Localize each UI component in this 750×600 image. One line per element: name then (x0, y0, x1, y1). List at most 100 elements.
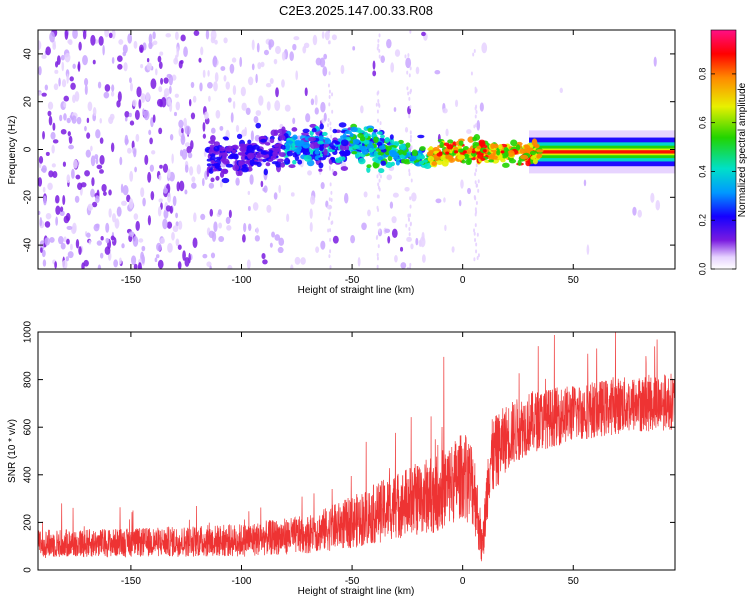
heatmap-cell (473, 228, 476, 233)
heatmap-cell (329, 265, 332, 269)
heatmap-cell (389, 150, 397, 155)
heatmap-cell (229, 153, 238, 158)
heatmap-cell (40, 247, 43, 254)
heatmap-cell (372, 70, 377, 77)
heatmap-cell (114, 218, 120, 229)
heatmap-cell (247, 153, 252, 159)
heatmap-cell (431, 161, 438, 166)
heatmap-cell (193, 30, 200, 36)
heatmap-cell (309, 195, 316, 205)
heatmap-cell (128, 198, 134, 210)
colorbar-tick-label: 0.4 (697, 165, 707, 178)
heatmap-cell (169, 101, 173, 112)
heatmap-cell (331, 109, 334, 114)
heatmap-cell (293, 148, 302, 153)
heatmap-cell (360, 105, 364, 114)
heatmap-cell (140, 187, 145, 198)
heatmap-cell (171, 231, 175, 241)
heatmap-cell (262, 259, 268, 265)
snr-series-line (38, 332, 675, 562)
heatmap-cell (292, 151, 298, 158)
heatmap-cell (327, 117, 330, 122)
heatmap-cell (324, 138, 332, 145)
heatmap-cell (399, 154, 406, 159)
heatmap-cell (109, 113, 115, 121)
heatmap-cell (90, 155, 96, 167)
heatmap-cell (331, 145, 336, 150)
heatmap-cell (520, 154, 529, 160)
heatmap-cell (121, 200, 127, 206)
heatmap-cell (266, 204, 272, 213)
heatmap-cell (55, 205, 61, 215)
heatmap-cell (178, 119, 184, 129)
heatmap-cell (242, 234, 246, 243)
heatmap-cell (111, 30, 116, 40)
heatmap-cell (212, 167, 217, 172)
colorbar-tick-label: 0.6 (697, 116, 707, 129)
heatmap-cell (481, 42, 488, 54)
heatmap-cell (97, 81, 102, 89)
heatmap-cell (245, 107, 251, 116)
heatmap-cell (249, 174, 254, 185)
x-tick-label: -50 (345, 275, 360, 286)
heatmap-cell (303, 154, 312, 162)
heatmap-cell (265, 162, 271, 167)
heatmap-cell (122, 184, 129, 196)
heatmap-cell (169, 205, 173, 214)
y-tick-label: 600 (23, 418, 34, 435)
heatmap-cell (95, 129, 101, 139)
heatmap-cell (241, 129, 247, 137)
heatmap-cell (409, 213, 412, 218)
heatmap-cell (328, 40, 331, 45)
heatmap-cell (63, 236, 67, 243)
snr-trace (38, 332, 675, 562)
heatmap-cell (474, 180, 477, 185)
heatmap-cell (129, 77, 132, 84)
heatmap-cell (318, 168, 323, 172)
heatmap-cell (330, 197, 333, 202)
heatmap-cell (136, 86, 142, 98)
heatmap-cell (91, 177, 95, 187)
heatmap-cell (137, 262, 142, 269)
heatmap-cell (292, 134, 298, 141)
heatmap-cell (471, 150, 476, 154)
heatmap-cell (41, 249, 46, 258)
heatmap-cell (392, 192, 399, 198)
heatmap-cell (54, 69, 59, 74)
heatmap-cell (475, 104, 478, 109)
heatmap-cell (294, 139, 301, 147)
heatmap-cell (66, 174, 71, 184)
heatmap-cell (377, 38, 380, 43)
heatmap-cell (124, 116, 128, 122)
heatmap-cell (318, 135, 324, 141)
heatmap-cell (160, 237, 166, 244)
heatmap-cell (359, 136, 366, 142)
heatmap-cell (367, 127, 374, 133)
heatmap-cell (409, 130, 412, 135)
heatmap-cell (229, 63, 235, 74)
heatmap-cell (47, 101, 54, 110)
heatmap-cell (127, 33, 133, 44)
heatmap-cell (74, 195, 80, 203)
heatmap-cell (477, 179, 480, 184)
heatmap-cell (343, 149, 351, 157)
heatmap-cell (467, 136, 475, 143)
heatmap-cell (408, 232, 411, 237)
heatmap-cell (158, 198, 163, 203)
heatmap-cell (167, 242, 173, 253)
heatmap-cell (376, 194, 379, 199)
heatmap-cell (134, 109, 140, 121)
heatmap-cell (375, 102, 378, 107)
heatmap-cell (90, 34, 96, 46)
heatmap-cell (274, 100, 281, 111)
heatmap-cell (515, 144, 521, 151)
heatmap-cell (42, 186, 46, 193)
heatmap-cell (305, 113, 311, 123)
heatmap-cell (266, 101, 271, 111)
heatmap-cell (445, 154, 453, 160)
heatmap-cell (264, 142, 271, 146)
heatmap-cell (490, 155, 498, 160)
heatmap-cell (258, 95, 264, 106)
heatmap-cell (183, 46, 188, 58)
heatmap-cell (219, 146, 226, 152)
